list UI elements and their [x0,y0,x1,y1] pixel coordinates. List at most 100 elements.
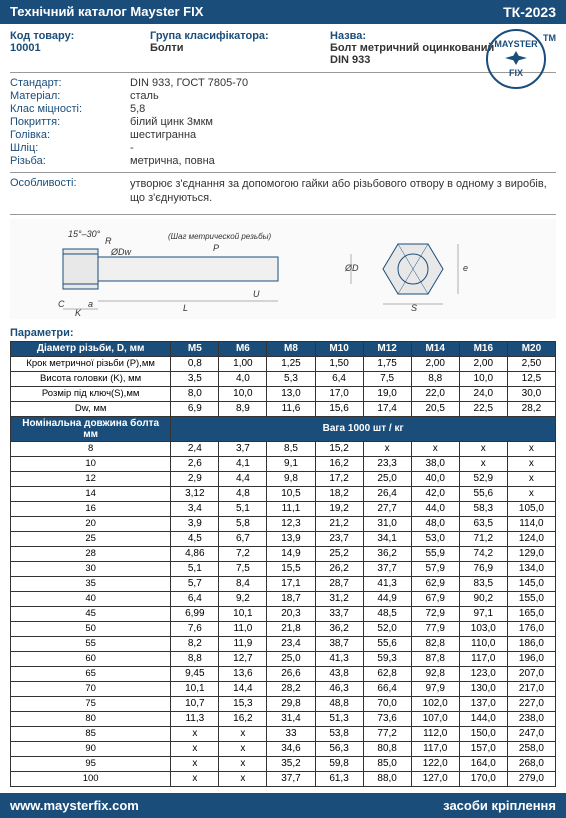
cell: 77,2 [363,726,411,741]
cell: 8,2 [171,636,219,651]
cell: 34,1 [363,531,411,546]
table-row: 95xx35,259,885,0122,0164,0268,0 [11,756,556,771]
table-row: Висота головки (K), мм3,54,05,36,47,58,8… [11,371,556,386]
group-value: Болти [150,42,310,54]
cell: 114,0 [507,516,555,531]
cell: x [171,756,219,771]
cell: 46,3 [315,681,363,696]
cell: 123,0 [459,666,507,681]
cell: 72,9 [411,606,459,621]
cell: x [171,741,219,756]
cell: 8,4 [219,576,267,591]
col-m14: M14 [411,341,459,356]
cell: 23,4 [267,636,315,651]
logo-line2: FIX [494,69,537,78]
table-row: 659,4513,626,643,862,892,8123,0207,0 [11,666,556,681]
cell: 13,0 [267,386,315,401]
params-heading: Параметри: [0,323,566,341]
spec-row: Покриття:білий цинк 3мкм [10,116,556,128]
feature-value: утворює з'єднання за допомогою гайки або… [130,177,556,206]
footer-text: засоби кріплення [443,798,556,813]
diag-dw: ØDw [110,247,132,257]
cell: x [459,456,507,471]
table-row: 7010,114,428,246,366,497,9130,0217,0 [11,681,556,696]
cell: 28,7 [315,576,363,591]
cell: 8,5 [267,441,315,456]
cell: 58,3 [459,501,507,516]
cell: 170,0 [459,771,507,786]
cell: 11,0 [219,621,267,636]
divider [10,72,556,73]
spec-row: Голівка:шестигранна [10,129,556,141]
cell: 57,9 [411,561,459,576]
cell: 25,0 [363,471,411,486]
cell: x [219,726,267,741]
row-length: 20 [11,516,171,531]
cell: 5,8 [219,516,267,531]
cell: 55,6 [459,486,507,501]
table-row: 507,611,021,836,252,077,9103,0176,0 [11,621,556,636]
cell: 31,2 [315,591,363,606]
cell: 258,0 [507,741,555,756]
cell: 36,2 [315,621,363,636]
cell: 80,8 [363,741,411,756]
row-length: 70 [11,681,171,696]
spec-row: Стандарт:DIN 933, ГОСТ 7805-70 [10,77,556,89]
row-length: 80 [11,711,171,726]
cell: 38,0 [411,456,459,471]
cell: 14,4 [219,681,267,696]
cell: 19,2 [315,501,363,516]
cell: 66,4 [363,681,411,696]
cell: 28,2 [267,681,315,696]
cell: 6,9 [171,401,219,416]
cell: 2,50 [507,356,555,371]
cell: 186,0 [507,636,555,651]
cell: 26,4 [363,486,411,501]
row-length: 14 [11,486,171,501]
technical-diagram: 15°–30° R ØDw C a K (Шаг метрической рез… [10,219,556,319]
weight-header-left: Номінальна довжина болта мм [11,416,171,441]
cell: 2,6 [171,456,219,471]
cell: 12,5 [507,371,555,386]
cell: 5,1 [219,501,267,516]
cell: x [507,441,555,456]
row-length: 85 [11,726,171,741]
cell: 17,4 [363,401,411,416]
cell: 134,0 [507,561,555,576]
diag-r: R [105,236,112,246]
cell: 9,45 [171,666,219,681]
table-row: 85xx3353,877,2112,0150,0247,0 [11,726,556,741]
cell: 33 [267,726,315,741]
row-length: 16 [11,501,171,516]
row-label: Розмір під ключ(S),мм [11,386,171,401]
cell: 41,3 [315,651,363,666]
row-length: 25 [11,531,171,546]
cell: 37,7 [363,561,411,576]
cell: 4,5 [171,531,219,546]
cell: 238,0 [507,711,555,726]
cell: 51,3 [315,711,363,726]
spec-label: Покриття: [10,116,130,128]
cell: 4,1 [219,456,267,471]
cell: 61,3 [315,771,363,786]
cell: 85,0 [363,756,411,771]
row-length: 55 [11,636,171,651]
diag-a: a [88,299,93,309]
cell: 52,9 [459,471,507,486]
diag-s: S [411,303,417,313]
cell: 8,8 [411,371,459,386]
cell: 127,0 [411,771,459,786]
cell: 10,5 [267,486,315,501]
divider [10,214,556,215]
cell: 3,9 [171,516,219,531]
cell: 15,2 [315,441,363,456]
spec-value: сталь [130,90,159,102]
cell: 24,0 [459,386,507,401]
spec-value: метрична, повна [130,155,215,167]
cell: 62,8 [363,666,411,681]
page-header: Технічний каталог Mayster FIX ТК-2023 [0,0,566,24]
cell: 13,6 [219,666,267,681]
cell: 4,4 [219,471,267,486]
cell: 11,6 [267,401,315,416]
spec-value: 5,8 [130,103,145,115]
